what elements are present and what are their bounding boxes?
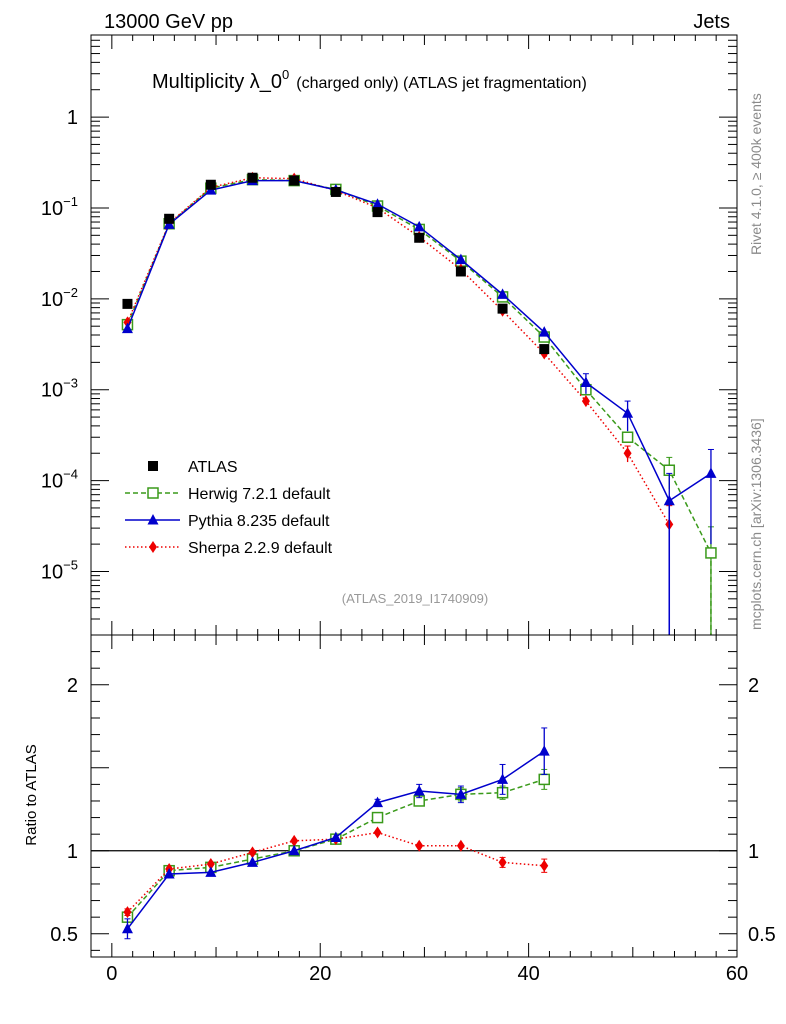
main-point	[164, 213, 175, 224]
ratio-ytick-label-right: 1	[748, 841, 759, 863]
ratio-point	[288, 844, 300, 856]
ratio-point	[121, 922, 133, 934]
main-series-atlas	[122, 172, 550, 355]
ratio-point	[163, 868, 175, 879]
main-point	[121, 322, 133, 334]
ratio-point	[372, 796, 384, 808]
legend-marker	[147, 487, 159, 499]
ratio-point	[455, 788, 467, 799]
ratio-point	[248, 846, 257, 859]
ratio-point	[498, 856, 507, 869]
main-point	[122, 298, 133, 309]
legend-label: Sherpa 2.2.9 default	[188, 540, 333, 557]
legend-marker	[149, 541, 157, 553]
ratio-point	[415, 839, 424, 852]
ratio-series-pythia	[121, 727, 550, 940]
main-title-subtitle: (charged only) (ATLAS jet fragmentation)	[296, 75, 587, 92]
main-point	[205, 179, 216, 190]
ratio-series-herwig	[121, 768, 550, 923]
ratio-point	[206, 858, 215, 871]
main-ytick-label: 10−3	[41, 376, 78, 402]
ratio-line-sherpa	[126, 831, 545, 913]
main-title-superscript: 0	[282, 67, 289, 82]
ratio-ytick-label-right: 0.5	[748, 924, 776, 946]
main-point	[580, 376, 592, 388]
main-plot: 1 10−1 10−2 10−3 10−4 10−5	[41, 34, 738, 636]
main-point	[372, 198, 384, 209]
main-point	[247, 172, 258, 183]
main-series-pythia	[121, 174, 717, 635]
main-point	[289, 175, 300, 186]
side-label-rivet: Rivet 4.1.0, ≥ 400k events	[748, 93, 764, 255]
main-line-herwig	[126, 178, 712, 554]
xtick-label: 20	[309, 963, 331, 985]
ratio-line-herwig	[126, 778, 545, 918]
main-point	[455, 266, 466, 277]
main-point	[455, 253, 467, 265]
main-ytick-label: 10−2	[41, 285, 78, 311]
main-point	[621, 431, 634, 443]
main-point	[497, 288, 509, 299]
main-point	[538, 326, 550, 337]
ratio-point	[205, 866, 217, 877]
xtick-label: 0	[106, 963, 117, 985]
ratio-frame	[90, 634, 738, 958]
main-title: Multiplicity λ_00 (charged only) (ATLAS j…	[152, 67, 587, 93]
main-point	[414, 232, 425, 243]
ratio-point	[497, 773, 509, 784]
ratio-point	[413, 785, 425, 796]
ratio-point	[330, 831, 342, 842]
xtick-label: 40	[517, 963, 539, 985]
main-point	[539, 344, 550, 355]
side-label-mcplots: mcplots.cern.ch [arXiv:1306.3436]	[748, 418, 764, 630]
ratio-point	[247, 856, 258, 867]
ratio-ytick-label-right: 2	[748, 675, 759, 697]
main-point	[705, 547, 717, 559]
watermark: (ATLAS_2019_I1740909)	[342, 591, 488, 606]
main-ytick-label: 10−5	[41, 557, 78, 583]
main-point	[330, 186, 341, 197]
ratio-point	[540, 859, 549, 872]
ratio-ytick-label: 0.5	[50, 924, 78, 946]
main-point	[622, 407, 634, 418]
legend-label: Herwig 7.2.1 default	[188, 486, 331, 503]
ratio-point	[371, 811, 384, 824]
ratio-ytick-label: 2	[67, 675, 78, 697]
ratio-point	[123, 906, 132, 919]
xtick-label: 60	[726, 963, 748, 985]
main-point	[372, 207, 383, 218]
main-title-text: Multiplicity λ_0	[152, 71, 282, 93]
ratio-ytick-label: 1	[67, 841, 78, 863]
legend-item-herwig: Herwig 7.2.1 default	[125, 486, 331, 503]
legend-label: Pythia 8.235 default	[188, 513, 330, 530]
ratio-point	[290, 834, 299, 847]
legend-label: ATLAS	[188, 459, 238, 476]
main-point	[705, 467, 717, 478]
legend-marker	[147, 514, 159, 525]
main-ytick-label: 1	[67, 107, 78, 129]
legend-marker	[148, 461, 158, 471]
legend-item-sherpa: Sherpa 2.2.9 default	[125, 540, 333, 557]
ratio-ylabel: Ratio to ATLAS	[23, 744, 40, 845]
main-series-herwig	[121, 173, 717, 635]
main-point	[663, 494, 675, 506]
main-point	[623, 447, 632, 460]
main-point	[581, 395, 590, 408]
legend: ATLAS Herwig 7.2.1 default Pythia 8.235 de…	[125, 459, 333, 557]
ratio-point	[538, 745, 550, 756]
header-right: Jets	[693, 11, 730, 33]
main-line-sherpa	[126, 176, 670, 525]
main-point	[497, 303, 508, 314]
legend-item-atlas: ATLAS	[148, 459, 238, 476]
main-ytick-label: 10−4	[41, 467, 78, 493]
main-point	[413, 220, 425, 232]
ratio-point	[538, 773, 550, 786]
ratio-point	[456, 839, 465, 852]
header-left: 13000 GeV pp	[104, 11, 233, 33]
main-ytick-label: 10−1	[41, 194, 78, 220]
ratio-point	[373, 826, 382, 839]
ratio-plot: 0.5 0.51 12 20 20 40 60	[50, 634, 776, 985]
legend-item-pythia: Pythia 8.235 default	[125, 513, 330, 530]
